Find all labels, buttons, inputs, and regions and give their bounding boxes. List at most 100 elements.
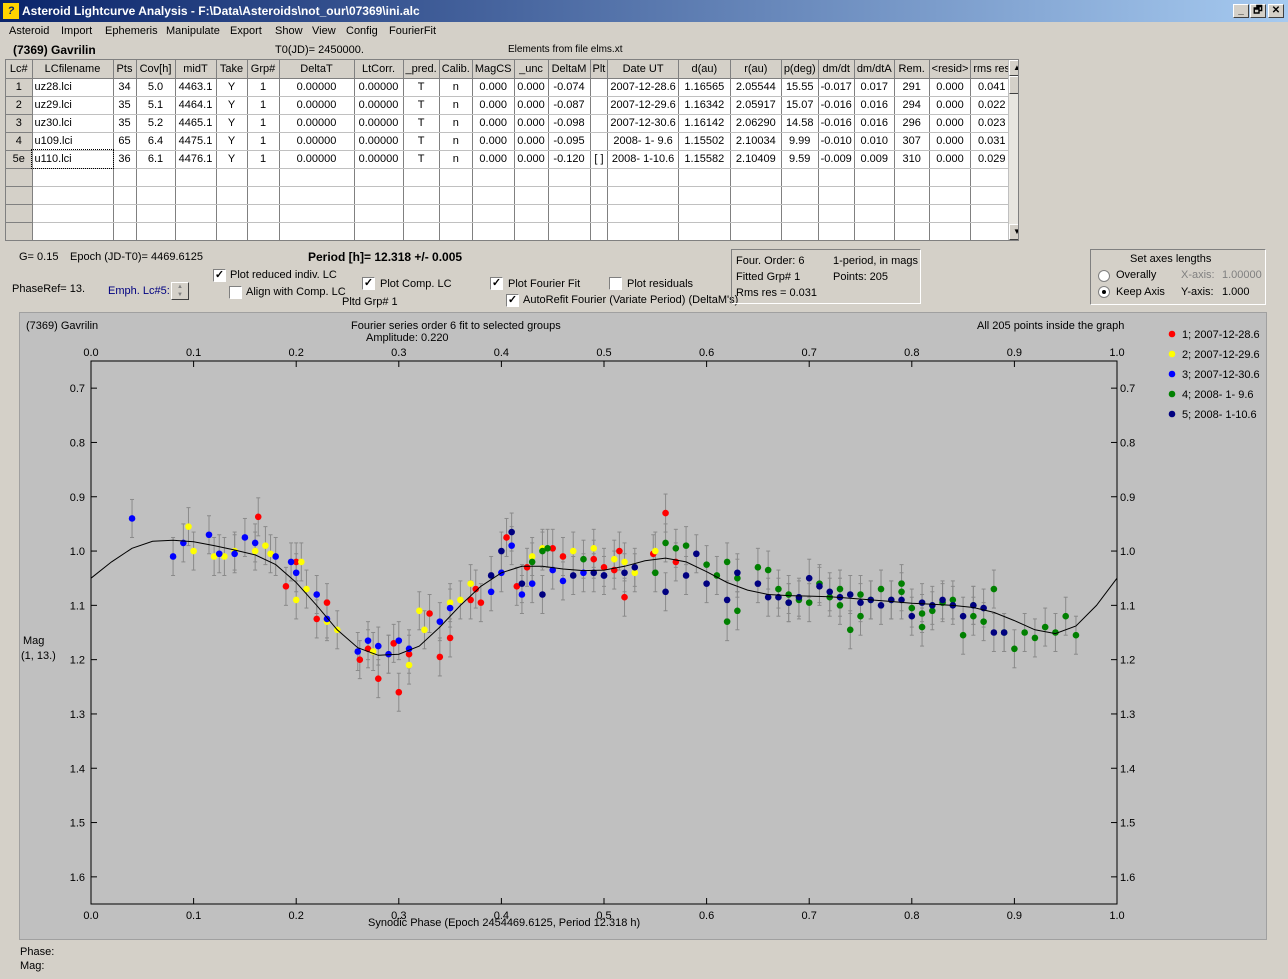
table-cell[interactable]: 4463.1: [175, 78, 217, 97]
x-axis-value[interactable]: 1.00000: [1222, 269, 1262, 281]
empty-cell[interactable]: [472, 204, 515, 223]
table-cell[interactable]: Y: [216, 132, 248, 151]
empty-cell[interactable]: [113, 204, 137, 223]
empty-cell[interactable]: [818, 204, 855, 223]
empty-row[interactable]: [6, 204, 1014, 223]
table-cell[interactable]: 0.017: [854, 78, 895, 97]
empty-cell[interactable]: [32, 222, 114, 240]
table-cell[interactable]: 2.10409: [730, 150, 782, 169]
spin-down-icon[interactable]: ▼: [177, 292, 183, 298]
empty-row[interactable]: [6, 222, 1014, 240]
table-cell[interactable]: 1.15502: [678, 132, 731, 151]
table-cell[interactable]: 310: [894, 150, 930, 169]
empty-cell[interactable]: [136, 186, 176, 205]
menu-fourierfit[interactable]: FourierFit: [389, 25, 437, 37]
table-cell[interactable]: 14.58: [781, 114, 819, 133]
table-cell[interactable]: 0.022: [970, 96, 1014, 115]
table-cell[interactable]: -0.095: [548, 132, 591, 151]
table-cell[interactable]: Y: [216, 114, 248, 133]
table-cell[interactable]: -0.098: [548, 114, 591, 133]
empty-cell[interactable]: [678, 204, 731, 223]
table-cell[interactable]: 294: [894, 96, 930, 115]
table-cell[interactable]: 65: [113, 132, 137, 151]
empty-cell[interactable]: [970, 204, 1014, 223]
empty-cell[interactable]: [6, 222, 33, 240]
table-cell[interactable]: T: [403, 132, 440, 151]
spin-up-icon[interactable]: ▲: [177, 284, 183, 290]
empty-cell[interactable]: [607, 168, 679, 187]
empty-cell[interactable]: [32, 186, 114, 205]
table-cell[interactable]: 2008- 1- 9.6: [607, 132, 679, 151]
empty-cell[interactable]: [970, 222, 1014, 240]
empty-cell[interactable]: [730, 222, 782, 240]
table-cell[interactable]: 4476.1: [175, 150, 217, 169]
empty-cell[interactable]: [730, 186, 782, 205]
empty-cell[interactable]: [403, 204, 440, 223]
column-header[interactable]: Rem.: [894, 60, 930, 79]
table-cell[interactable]: 0.00000: [279, 132, 355, 151]
column-header[interactable]: midT: [175, 60, 217, 79]
empty-cell[interactable]: [354, 186, 404, 205]
empty-cell[interactable]: [279, 222, 355, 240]
table-cell[interactable]: 0.041: [970, 78, 1014, 97]
menu-manipulate[interactable]: Manipulate: [166, 25, 220, 37]
empty-cell[interactable]: [216, 204, 248, 223]
table-cell[interactable]: 6.1: [136, 150, 176, 169]
empty-cell[interactable]: [929, 186, 972, 205]
column-header[interactable]: Plt: [590, 60, 609, 79]
table-cell[interactable]: 0.029: [970, 150, 1014, 169]
row-header[interactable]: 5e: [6, 150, 33, 169]
empty-cell[interactable]: [590, 168, 609, 187]
empty-cell[interactable]: [854, 186, 895, 205]
table-cell[interactable]: 15.55: [781, 78, 819, 97]
empty-cell[interactable]: [279, 186, 355, 205]
empty-cell[interactable]: [247, 186, 280, 205]
menu-show[interactable]: Show: [275, 25, 303, 37]
empty-cell[interactable]: [929, 168, 972, 187]
table-cell[interactable]: 0.000: [472, 78, 515, 97]
table-cell[interactable]: 1.16342: [678, 96, 731, 115]
emph-spinner[interactable]: ▲ ▼: [171, 282, 189, 300]
table-cell[interactable]: [590, 114, 609, 133]
table-cell[interactable]: 35: [113, 114, 137, 133]
empty-cell[interactable]: [678, 186, 731, 205]
empty-cell[interactable]: [403, 186, 440, 205]
empty-cell[interactable]: [854, 168, 895, 187]
empty-cell[interactable]: [894, 222, 930, 240]
empty-cell[interactable]: [216, 186, 248, 205]
table-cell[interactable]: 0.00000: [354, 96, 404, 115]
table-cell[interactable]: 2.05917: [730, 96, 782, 115]
table-cell[interactable]: -0.009: [818, 150, 855, 169]
table-cell[interactable]: 2.05544: [730, 78, 782, 97]
column-header[interactable]: Cov[h]: [136, 60, 176, 79]
empty-cell[interactable]: [514, 222, 549, 240]
table-cell[interactable]: 1.16142: [678, 114, 731, 133]
table-cell[interactable]: 4465.1: [175, 114, 217, 133]
table-cell[interactable]: -0.087: [548, 96, 591, 115]
column-header[interactable]: LCfilename: [32, 60, 114, 79]
table-cell[interactable]: 1: [247, 132, 280, 151]
table-cell[interactable]: -0.120: [548, 150, 591, 169]
table-cell[interactable]: T: [403, 150, 440, 169]
empty-cell[interactable]: [929, 204, 972, 223]
table-cell[interactable]: 1.16565: [678, 78, 731, 97]
table-cell[interactable]: 2.10034: [730, 132, 782, 151]
table-cell[interactable]: T: [403, 114, 440, 133]
table-cell[interactable]: n: [439, 96, 473, 115]
align-comp-checkbox[interactable]: [229, 286, 242, 299]
y-axis-value[interactable]: 1.000: [1222, 286, 1250, 298]
column-header[interactable]: <resid>: [929, 60, 972, 79]
table-cell[interactable]: 0.009: [854, 150, 895, 169]
lightcurve-plot[interactable]: (7369) Gavrilin Fourier series order 6 f…: [19, 312, 1267, 940]
table-cell[interactable]: 2007-12-29.6: [607, 96, 679, 115]
table-cell[interactable]: 0.000: [514, 114, 549, 133]
empty-cell[interactable]: [216, 222, 248, 240]
table-cell[interactable]: 0.010: [854, 132, 895, 151]
plot-comp-checkbox[interactable]: ✓: [362, 277, 375, 290]
menu-view[interactable]: View: [312, 25, 336, 37]
row-header[interactable]: 4: [6, 132, 33, 151]
column-header[interactable]: _unc: [514, 60, 549, 79]
empty-cell[interactable]: [730, 168, 782, 187]
table-cell[interactable]: 0.000: [472, 132, 515, 151]
